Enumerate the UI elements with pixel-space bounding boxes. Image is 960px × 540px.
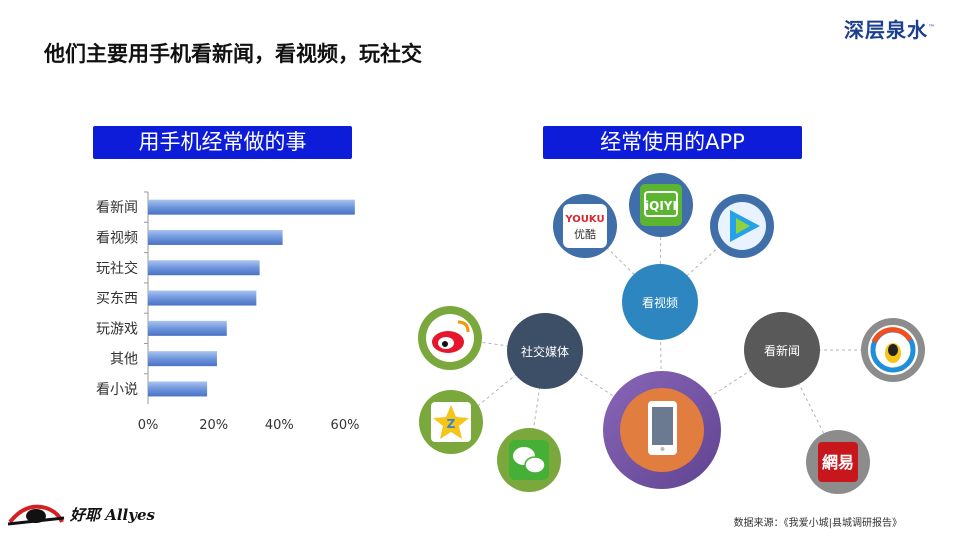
x-tick-label: 60% [331, 418, 360, 433]
apps-header: 经常使用的APP [543, 126, 802, 159]
hub-video: 看视频 [622, 264, 698, 340]
youku-label: YOUKU [564, 214, 604, 225]
qzone-app-icon: Z [419, 390, 483, 454]
tencent-news-app-icon [861, 318, 925, 382]
source-note: 数据来源：《我爱小城|县城调研报告》 [733, 518, 902, 529]
footer-logo: 好耶 Allyes [6, 500, 155, 528]
weibo-app-icon [418, 306, 482, 370]
svg-text:Z: Z [447, 417, 456, 431]
x-tick-label: 40% [265, 418, 294, 433]
brand-name: 深层泉水 [844, 18, 928, 42]
svg-text:iQIYI: iQIYI [645, 199, 677, 213]
bar [148, 229, 283, 245]
netease-app-icon: 網易 [806, 430, 870, 494]
hub-social-label: 社交媒体 [521, 344, 569, 359]
page-title: 他们主要用手机看新闻，看视频，玩社交 [44, 42, 422, 66]
category-label: 玩游戏 [96, 321, 138, 337]
bar [148, 290, 257, 306]
youku-app-icon: YOUKU 优酷 [553, 194, 617, 258]
category-label: 看小说 [96, 382, 138, 398]
category-label: 看新闻 [96, 200, 138, 216]
category-label: 看视频 [96, 230, 138, 246]
bar [148, 351, 217, 367]
netease-label: 網易 [822, 453, 854, 472]
hub-video-label: 看视频 [642, 295, 678, 310]
x-tick-label: 20% [199, 418, 228, 433]
footer-logo-name: 好耶 Allyes [70, 505, 155, 524]
bar [148, 260, 260, 276]
phone-node [603, 371, 721, 489]
bar [148, 320, 227, 336]
chart-header: 用手机经常做的事 [93, 126, 352, 159]
iqiyi-app-icon: iQIYI [629, 173, 693, 237]
allyes-logo-icon [7, 504, 65, 526]
category-label: 玩社交 [96, 260, 138, 277]
tencent-video-app-icon [710, 194, 774, 258]
hub-social: 社交媒体 [507, 313, 583, 389]
category-label: 买东西 [96, 291, 138, 307]
hub-news-label: 看新闻 [764, 343, 800, 358]
bar [148, 199, 355, 215]
brand-tm: ™ [928, 23, 936, 32]
x-tick-label: 0% [138, 418, 159, 433]
youku-sublabel: 优酷 [574, 228, 596, 241]
bar [148, 381, 208, 397]
wechat-app-icon [497, 428, 561, 492]
hub-news: 看新闻 [744, 312, 820, 388]
category-label: 其他 [110, 352, 138, 368]
brand-logo: 深层泉水™ [844, 14, 936, 43]
